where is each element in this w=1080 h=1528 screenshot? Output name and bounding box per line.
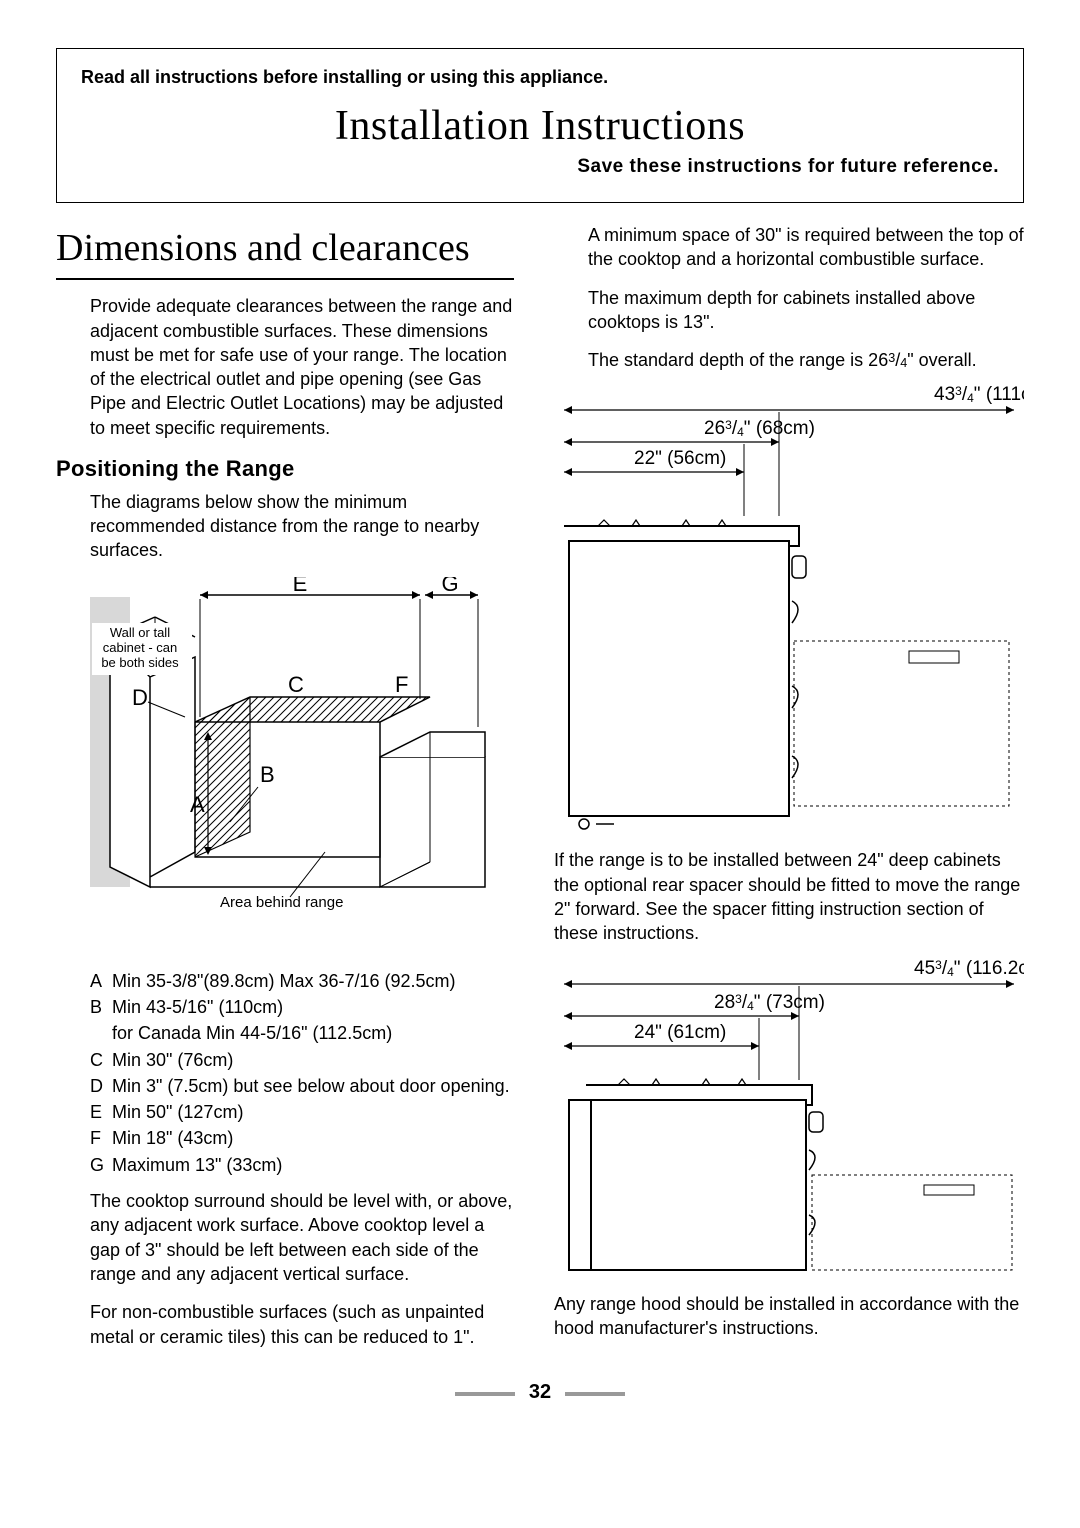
page-number: 32 <box>515 1381 565 1404</box>
standard-depth-para: The standard depth of the range is 263/4… <box>588 348 1024 372</box>
svg-text:Wall or tall: Wall or tall <box>110 625 170 640</box>
side-view-diagram-24: 453/4" (116.2cm) 283/4" (73cm) 24" (61cm… <box>554 960 1024 1280</box>
save-instructions-text: Save these instructions for future refer… <box>81 156 999 178</box>
diagram-letter-c: C <box>288 672 304 697</box>
sub-intro-paragraph: The diagrams below show the minimum reco… <box>90 490 514 563</box>
left-column: Dimensions and clearances Provide adequa… <box>56 223 514 1363</box>
dim-row-d: DMin 3" (7.5cm) but see below about door… <box>90 1074 514 1098</box>
svg-text:cabinet - can: cabinet - can <box>103 640 177 655</box>
right-column: A minimum space of 30" is required betwe… <box>554 223 1024 1363</box>
content-columns: Dimensions and clearances Provide adequa… <box>56 223 1024 1363</box>
svg-text:be both sides: be both sides <box>101 655 179 670</box>
section-heading: Dimensions and clearances <box>56 223 514 280</box>
rear-spacer-para: If the range is to be installed between … <box>554 848 1024 945</box>
diagram-letter-d: D <box>132 685 148 710</box>
dim-row-e: EMin 50" (127cm) <box>90 1100 514 1124</box>
max-depth-para: The maximum depth for cabinets installed… <box>588 286 1024 335</box>
cooktop-surround-para: The cooktop surround should be level wit… <box>90 1189 514 1286</box>
svg-text:433/4" (111cm): 433/4" (111cm) <box>934 386 1024 405</box>
read-all-text: Read all instructions before installing … <box>81 67 999 88</box>
page-title: Installation Instructions <box>81 102 999 150</box>
header-box: Read all instructions before installing … <box>56 48 1024 203</box>
svg-text:283/4" (73cm): 283/4" (73cm) <box>714 992 825 1013</box>
svg-text:22" (56cm): 22" (56cm) <box>634 448 726 469</box>
intro-paragraph: Provide adequate clearances between the … <box>90 294 514 440</box>
diagram-letter-g: G <box>441 577 458 596</box>
side-view-diagram-22: 433/4" (111cm) 263/4" (68cm) 22" (56cm) <box>554 386 1024 836</box>
svg-text:263/4" (68cm): 263/4" (68cm) <box>704 418 815 439</box>
sub-heading: Positioning the Range <box>56 454 514 484</box>
dim-row-c: CMin 30" (76cm) <box>90 1048 514 1072</box>
dim-row-a: AMin 35-3/8"(89.8cm) Max 36-7/16 (92.5cm… <box>90 969 514 993</box>
noncombustible-para: For non-combustible surfaces (such as un… <box>90 1300 514 1349</box>
svg-text:453/4" (116.2cm): 453/4" (116.2cm) <box>914 960 1024 979</box>
dim-row-g: GMaximum 13" (33cm) <box>90 1153 514 1177</box>
svg-text:Area behind range: Area behind range <box>220 894 343 911</box>
diagram-letter-a: A <box>190 792 205 817</box>
dimension-list: AMin 35-3/8"(89.8cm) Max 36-7/16 (92.5cm… <box>90 969 514 1177</box>
range-hood-para: Any range hood should be installed in ac… <box>554 1292 1024 1341</box>
diagram-letter-f: F <box>395 672 408 697</box>
dim-row-b: BMin 43-5/16" (110cm) <box>90 995 514 1019</box>
dim-row-f: FMin 18" (43cm) <box>90 1126 514 1150</box>
diagram-letter-b: B <box>260 762 275 787</box>
clearance-diagram: E G Wall or tall cabinet - can be both s… <box>90 577 514 957</box>
svg-text:24" (61cm): 24" (61cm) <box>634 1022 726 1043</box>
page-number-wrap: 32 <box>56 1381 1024 1404</box>
diagram-letter-e: E <box>293 577 308 596</box>
min-space-para: A minimum space of 30" is required betwe… <box>588 223 1024 272</box>
dim-row-b2: for Canada Min 44-5/16" (112.5cm) <box>90 1021 514 1045</box>
